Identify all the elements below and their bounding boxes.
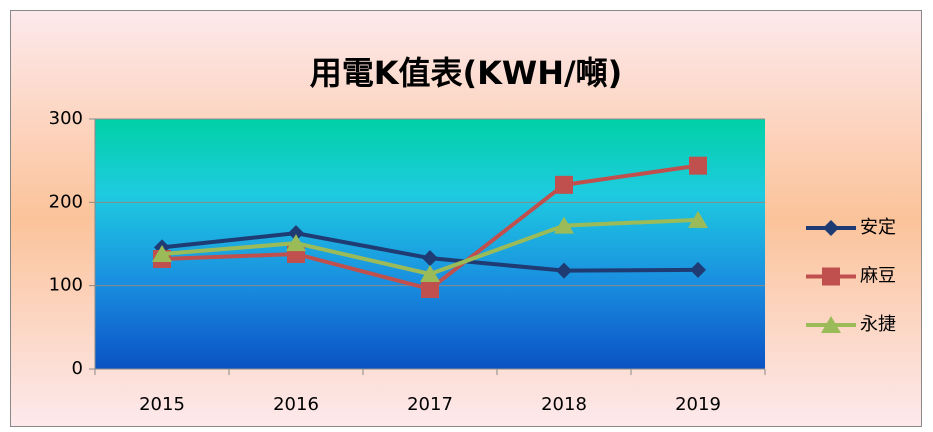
marker: [152, 245, 172, 262]
marker: [822, 267, 840, 286]
marker: [286, 234, 306, 252]
x-tick-label: 2015: [139, 394, 185, 415]
x-tick-label: 2017: [407, 394, 453, 415]
y-tick-label: 0: [72, 358, 83, 379]
chart-title: 用電K值表(KWH/噸): [310, 54, 623, 92]
marker: [555, 175, 573, 194]
legend-label: 安定: [860, 217, 896, 238]
legend-label: 麻豆: [860, 266, 896, 287]
marker: [556, 262, 572, 279]
marker: [420, 265, 440, 282]
marker: [689, 156, 707, 175]
marker: [288, 225, 304, 242]
y-tick-label: 200: [49, 191, 83, 212]
marker: [823, 220, 839, 236]
x-tick-label: 2019: [675, 394, 721, 415]
y-tick-label: 100: [49, 275, 83, 296]
marker: [422, 250, 438, 267]
legend-label: 永捷: [860, 314, 896, 335]
marker: [554, 216, 574, 234]
x-tick-label: 2016: [273, 394, 319, 415]
y-tick-label: 300: [49, 108, 83, 129]
marker: [688, 210, 708, 228]
marker: [821, 316, 841, 333]
x-tick-label: 2018: [541, 394, 587, 415]
marker: [421, 280, 439, 298]
marker: [690, 261, 706, 278]
